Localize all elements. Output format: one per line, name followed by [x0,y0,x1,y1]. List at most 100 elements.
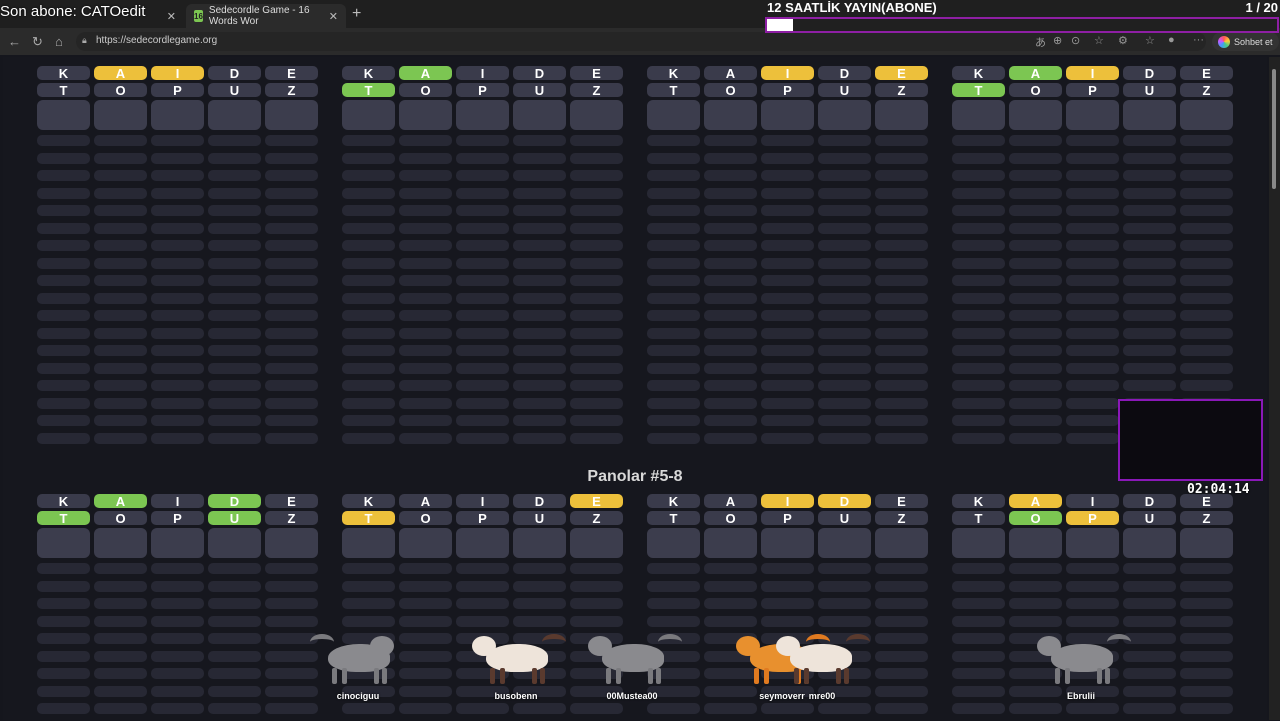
favorites-icon[interactable]: ☆ [1145,35,1155,47]
profile-avatar-icon[interactable]: ● [1168,34,1175,46]
cat-leg [794,668,799,684]
guess-cell [513,615,566,627]
guess-cell [761,615,814,627]
favorite-star-icon[interactable]: ☆ [1094,35,1104,47]
guess-cell [818,528,871,558]
guess-cell [570,685,623,697]
extensions-icon[interactable]: ⚙ [1118,35,1128,47]
guess-cell [342,703,395,714]
guess-row-empty [952,205,1234,216]
guess-row-empty [342,345,624,356]
guess-cell [1123,685,1176,697]
guess-cell [456,222,509,234]
tab-inactive[interactable]: ✕ [4,4,184,28]
cat-siamese [468,632,566,684]
guess-cell [1009,563,1062,574]
translate-icon[interactable]: あ [1035,37,1046,49]
guess-cell [265,292,318,304]
guess-row-empty [952,345,1234,356]
guess-cell [1180,668,1233,679]
guess-cell [818,310,871,321]
guess-row-empty [952,598,1234,609]
guess-cell [151,310,204,321]
guess-row-empty [37,563,319,574]
guess-cell [151,615,204,627]
guess-cell [1009,275,1062,286]
guess-cell [399,598,452,609]
guess-cell [265,415,318,426]
guess-row-empty [647,380,929,391]
guess-cell [818,100,871,130]
copilot-chat-button[interactable]: Sohbet et [1212,32,1279,51]
letter-tile: P [761,83,814,98]
guess-cell [1123,668,1176,679]
url-input[interactable]: 🔒︎ https://sedecordlegame.org [76,32,1206,51]
guess-cell [151,563,204,574]
guess-cell [342,685,395,697]
guess-cell [208,240,261,251]
guess-row-empty [647,598,929,609]
new-tab-button[interactable]: + [352,5,362,22]
guess-cell [151,650,204,662]
guess-row-empty [952,362,1234,374]
guess-cell [1009,380,1062,391]
back-icon[interactable]: ← [8,34,21,49]
letter-tile: T [37,83,90,98]
viewer-name: busobenn [494,691,538,701]
guess-cell [399,615,452,627]
guess-cell [1009,685,1062,697]
guess-cell [151,432,204,444]
letter-tile: P [1066,83,1119,98]
scrollbar-thumb[interactable] [1272,69,1276,189]
guess-cell [1066,415,1119,426]
guess-cell [761,598,814,609]
guess-row-empty [37,275,319,286]
zoom-icon[interactable]: ⊕ [1053,35,1063,47]
cat-leg [754,668,759,684]
guess-cell [37,397,90,409]
guess-row-empty [37,380,319,391]
close-tab-icon[interactable]: ✕ [328,10,338,23]
reload-icon[interactable]: ↻ [32,34,43,49]
guess-row-empty [952,685,1234,697]
guess-cell [952,563,1005,574]
guess-cell [1123,380,1176,391]
guess-cell [513,187,566,199]
guess-cell [342,100,395,130]
guess-cell [151,205,204,216]
guess-cell [151,668,204,679]
guess-cell [37,240,90,251]
letter-tile: D [513,66,566,81]
guess-cell [399,257,452,269]
guess-cell [456,240,509,251]
guess-cell [342,152,395,164]
cat-head [588,636,612,656]
letter-tile: Z [875,83,928,98]
home-icon[interactable]: ⌂ [55,34,63,49]
scrollbar[interactable] [1269,57,1280,720]
close-tab-icon[interactable]: ✕ [166,10,176,23]
guess-cell [94,170,147,181]
guess-row-empty [342,222,624,234]
guess-cell [94,397,147,409]
guess-cell [952,310,1005,321]
guess-cell [761,327,814,339]
guess-cell [208,170,261,181]
guess-cell [342,528,395,558]
guess-cell [456,598,509,609]
guess-cell [1180,170,1233,181]
tab-sedecordle[interactable]: 16 Sedecordle Game - 16 Words Wor ✕ [186,4,346,28]
guess-cell [1009,650,1062,662]
letter-tile: E [570,494,623,509]
guess-cell [208,528,261,558]
guess-row-empty [647,135,929,146]
guess-cell [570,152,623,164]
guess-cell [513,415,566,426]
more-circle-icon[interactable]: ⊙ [1071,35,1081,47]
letter-tile: A [94,66,147,81]
guess-cell [875,292,928,304]
guess-cell [513,563,566,574]
menu-dots-icon[interactable]: ··· [1193,34,1204,46]
guess-cell [265,397,318,409]
